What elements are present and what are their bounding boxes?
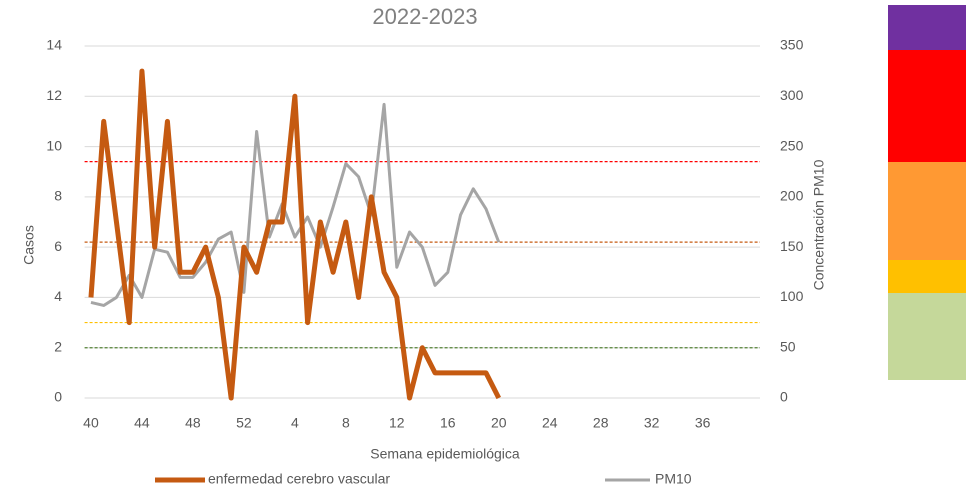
x-tick-label: 52 xyxy=(236,415,252,431)
x-tick-label: 28 xyxy=(593,415,609,431)
x-tick-label: 8 xyxy=(342,415,350,431)
x-tick-label: 36 xyxy=(695,415,711,431)
band-red xyxy=(888,50,966,162)
y-tick-label: 2 xyxy=(54,338,62,354)
y2-tick-label: 250 xyxy=(780,137,804,153)
y-tick-label: 14 xyxy=(46,37,62,53)
y2-tick-label: 300 xyxy=(780,87,804,103)
y2-tick-label: 200 xyxy=(780,188,804,204)
y-tick-label: 4 xyxy=(54,288,62,304)
x-tick-label: 16 xyxy=(440,415,456,431)
band-green xyxy=(888,293,966,380)
y-axis-label: Casos xyxy=(21,225,37,265)
y2-tick-label: 100 xyxy=(780,288,804,304)
x-tick-label: 24 xyxy=(542,415,558,431)
y-tick-label: 0 xyxy=(54,389,62,405)
y2-tick-label: 50 xyxy=(780,338,796,354)
y-tick-label: 8 xyxy=(54,188,62,204)
series-line xyxy=(90,102,501,307)
x-tick-label: 12 xyxy=(389,415,405,431)
x-tick-label: 40 xyxy=(83,415,99,431)
x-tick-label: 4 xyxy=(291,415,299,431)
y2-tick-label: 0 xyxy=(780,389,788,405)
x-axis-label: Semana epidemiológica xyxy=(370,446,520,462)
y-tick-label: 6 xyxy=(54,238,62,254)
y-tick-label: 12 xyxy=(46,87,62,103)
x-tick-label: 44 xyxy=(134,415,150,431)
x-tick-label: 48 xyxy=(185,415,201,431)
chart-title: 2022-2023 xyxy=(372,4,477,29)
y2-tick-label: 150 xyxy=(780,238,804,254)
y2-tick-label: 350 xyxy=(780,37,804,53)
x-tick-label: 20 xyxy=(491,415,507,431)
legend-label: PM10 xyxy=(655,471,692,487)
legend-label: enfermedad cerebro vascular xyxy=(208,471,390,487)
y-tick-label: 10 xyxy=(46,137,62,153)
band-purple xyxy=(888,5,966,50)
y2-axis-label: Concentración PM10 xyxy=(811,159,827,290)
x-tick-label: 32 xyxy=(644,415,660,431)
band-orange xyxy=(888,162,966,260)
band-yellow xyxy=(888,260,966,293)
series-line xyxy=(88,68,501,401)
